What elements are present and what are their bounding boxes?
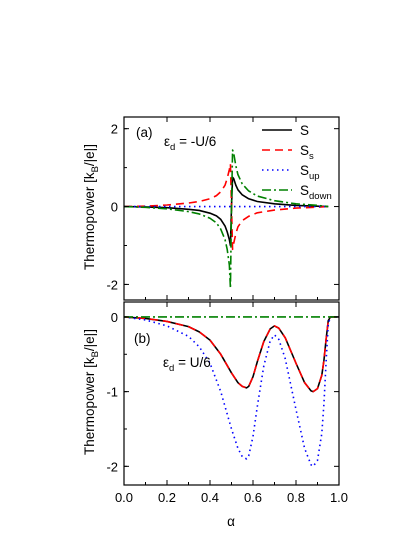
panel-b-ytick-label: -1 — [106, 385, 118, 400]
x-tick-label: 0.4 — [201, 490, 219, 505]
panel-b-label: (b) — [134, 331, 151, 346]
panel-a: 20-2 (a) εd = -U/6 Thermopower [kB/|e|] … — [82, 116, 340, 301]
panel-b-ylabel: Thermopower [kB/|e|] — [82, 329, 101, 455]
panel-a-series-s-down — [124, 149, 329, 290]
panel-b-annotation: εd = U/6 — [163, 355, 211, 374]
panel-a-annotation: εd = -U/6 — [164, 134, 216, 153]
panel-a-ytick-label: 0 — [111, 200, 118, 215]
panel-a-ticks — [123, 117, 340, 300]
panel-b-series-s-s — [124, 316, 339, 393]
x-tick-label: 1.0 — [330, 490, 348, 505]
panel-b-annotation-rest: = U/6 — [174, 355, 210, 370]
x-axis-title: α — [227, 514, 235, 529]
panel-b-annotation-sub: d — [169, 363, 174, 374]
x-tick-label: 0.8 — [287, 490, 305, 505]
x-tick-label: 0.0 — [115, 490, 133, 505]
panel-b-series-layer — [124, 316, 339, 468]
legend-label-s-down: Sdown — [300, 183, 332, 202]
panel-a-series-s-s — [124, 162, 329, 251]
panel-a-ytick-label: -2 — [106, 277, 118, 292]
legend-label-s-up: Sup — [300, 163, 320, 182]
panel-a-annotation-symbol: ε — [164, 134, 170, 149]
panel-a-label: (a) — [136, 125, 153, 140]
panel-a-ylabel: Thermopower [kB/|e|] — [82, 144, 101, 270]
x-tick-label: 0.2 — [158, 490, 176, 505]
legend-label-s-s: Ss — [300, 143, 314, 162]
panel-b-tick-labels: 0 -1 -2 0.0 0.2 0.4 0.6 0.8 1.0 — [106, 310, 348, 505]
legend-label-s: S — [300, 123, 309, 138]
panel-b-ytick-label: -2 — [106, 459, 118, 474]
panel-a-series-layer — [124, 149, 329, 290]
x-tick-label: 0.6 — [244, 490, 262, 505]
panel-a-annotation-sub: d — [170, 142, 175, 153]
panel-b: 0 -1 -2 0.0 0.2 0.4 0.6 0.8 1.0 (b) εd = U/6 The… — [82, 301, 348, 529]
panel-b-ticks — [123, 302, 340, 485]
panel-a-tick-labels: 2 0 -2 — [106, 122, 118, 293]
panel-a-ytick-label: 2 — [111, 122, 118, 137]
panel-b-annotation-symbol: ε — [163, 355, 169, 370]
panel-a-annotation-rest: = -U/6 — [175, 134, 216, 149]
panel-b-ytick-label: 0 — [111, 310, 118, 325]
